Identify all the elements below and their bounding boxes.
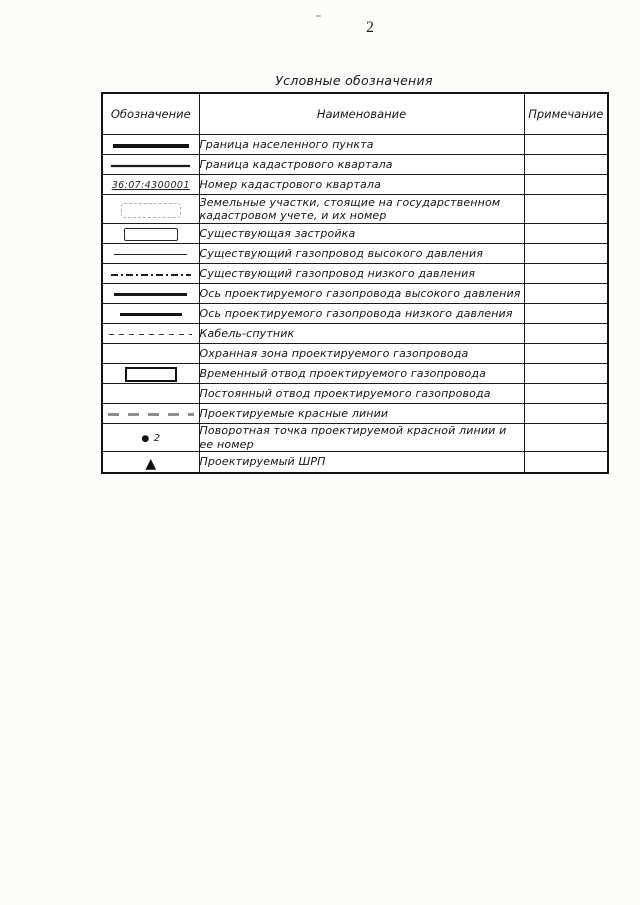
row-name: Граница кадастрового квартала — [198, 154, 525, 175]
table-row: Временный отвод проектируемого газопрово… — [101, 363, 609, 384]
row-name: Номер кадастрового квартала — [198, 174, 525, 195]
row-name: Поворотная точка проектируемой красной л… — [198, 423, 525, 452]
row-note — [523, 194, 609, 224]
table-row: Существующий газопровод низкого давления — [101, 263, 609, 284]
table-row: Существующий газопровод высокого давлени… — [101, 243, 609, 264]
row-note — [523, 423, 609, 452]
blank-icon — [121, 390, 181, 400]
line-thin-icon — [114, 253, 188, 256]
page-number: 2 — [366, 19, 374, 36]
row-note — [523, 243, 609, 264]
symbol-cell — [101, 451, 200, 474]
scan-artifact — [316, 15, 321, 17]
row-note — [523, 303, 609, 324]
row-name: Ось проектируемого газопровода низкого д… — [198, 303, 525, 324]
quarter-number-icon: 36:07:4300001 — [111, 180, 190, 191]
table-row: Ось проектируемого газопровода низкого д… — [101, 303, 609, 324]
rect-solid-icon — [124, 367, 177, 382]
table-row: Кабель-спутник — [101, 323, 609, 344]
row-note — [523, 403, 609, 424]
dot-number-icon: 2 — [141, 433, 160, 444]
symbol-cell — [101, 194, 200, 224]
symbol-cell — [101, 303, 200, 324]
row-name: Проектируемые красные линии — [198, 403, 525, 424]
symbol-cell — [101, 283, 200, 304]
line-solid2-icon — [114, 293, 188, 296]
row-note — [523, 383, 609, 404]
row-name: Граница населенного пункта — [198, 134, 525, 155]
triangle-icon — [145, 453, 156, 472]
row-note — [523, 223, 609, 244]
row-note — [523, 451, 609, 474]
symbol-cell — [101, 323, 200, 344]
line-longdash-gray-icon — [107, 413, 194, 416]
row-name: Земельные участки, стоящие на государств… — [198, 194, 525, 224]
symbol-cell: 36:07:4300001 — [101, 174, 200, 195]
table-row: 36:07:4300001 Номер кадастрового квартал… — [101, 174, 609, 195]
legend-table-body: Граница населенного пункта Граница кадас… — [101, 134, 609, 474]
row-note — [523, 174, 609, 195]
table-row: Проектируемые красные линии — [101, 403, 609, 424]
symbol-cell — [101, 154, 200, 175]
row-name: Существующий газопровод низкого давления — [198, 263, 525, 284]
row-name: Кабель-спутник — [198, 323, 525, 344]
symbol-cell — [101, 383, 200, 404]
table-row: Постоянный отвод проектируемого газопров… — [101, 383, 609, 404]
header-symbol: Обозначение — [101, 92, 200, 135]
table-row: Существующая застройка — [101, 223, 609, 244]
symbol-cell — [101, 243, 200, 264]
row-name: Существующий газопровод высокого давлени… — [198, 243, 525, 264]
row-note — [523, 154, 609, 175]
blank-icon — [121, 350, 181, 360]
table-row: Проектируемый ШРП — [101, 451, 609, 474]
symbol-cell — [101, 134, 200, 155]
table-row: Охранная зона проектируемого газопровода — [101, 343, 609, 364]
table-row: Земельные участки, стоящие на государств… — [101, 194, 609, 224]
row-name: Охранная зона проектируемого газопровода — [198, 343, 525, 364]
line-solid3-icon — [119, 312, 182, 317]
symbol-cell — [101, 363, 200, 384]
header-row: Обозначение Наименование Примечание — [101, 92, 609, 135]
symbol-cell — [101, 223, 200, 244]
row-name: Проектируемый ШРП — [198, 451, 525, 474]
row-note — [523, 323, 609, 344]
row-name: Ось проектируемого газопровода высокого … — [198, 283, 525, 304]
symbol-cell — [101, 343, 200, 364]
row-name: Существующая застройка — [198, 223, 525, 244]
symbol-cell — [101, 403, 200, 424]
row-note — [523, 263, 609, 284]
symbol-cell: 2 — [101, 423, 200, 452]
row-note — [523, 283, 609, 304]
table-row: Ось проектируемого газопровода высокого … — [101, 283, 609, 304]
row-note — [523, 363, 609, 384]
rect-outline-icon — [123, 228, 178, 241]
table-row: Граница населенного пункта — [101, 134, 609, 155]
row-note — [523, 343, 609, 364]
line-thick-icon — [112, 143, 189, 148]
legend-table: Обозначение Наименование Примечание Гран… — [101, 92, 609, 474]
table-title: Условные обозначения — [275, 73, 433, 88]
line-dashdot-icon — [110, 273, 191, 276]
header-note: Примечание — [523, 92, 609, 135]
row-name: Постоянный отвод проектируемого газопров… — [198, 383, 525, 404]
symbol-cell — [101, 263, 200, 284]
header-name: Наименование — [198, 92, 525, 135]
line-medium-icon — [111, 164, 191, 167]
line-dashed-icon — [109, 333, 193, 336]
table-row: 2 Поворотная точка проектируемой красной… — [101, 423, 609, 452]
row-name: Временный отвод проектируемого газопрово… — [198, 363, 525, 384]
rect-dashed-faint-icon — [120, 202, 181, 218]
table-row: Граница кадастрового квартала — [101, 154, 609, 175]
row-note — [523, 134, 609, 155]
